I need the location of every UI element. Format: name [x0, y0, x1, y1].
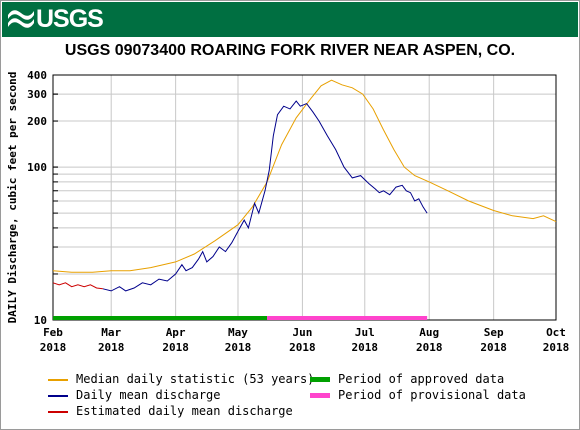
usgs-logo-text: USGS — [36, 5, 104, 33]
x-tick-label-month: May — [228, 326, 248, 339]
x-tick-label-year: 2018 — [480, 341, 507, 354]
approved-period-bar — [53, 316, 268, 320]
estimated-discharge-line — [52, 282, 103, 290]
x-tick-label-month: Sep — [484, 326, 504, 339]
chart-title: USGS 09073400 ROARING FORK RIVER NEAR AS… — [64, 42, 516, 59]
legend-daily-mean: Daily mean discharge — [48, 388, 221, 402]
x-tick-label-year: 2018 — [289, 341, 316, 354]
usgs-banner: USGS — [2, 2, 578, 37]
x-tick-label-year: 2018 — [416, 341, 443, 354]
x-tick-label-year: 2018 — [40, 341, 67, 354]
x-tick-label-year: 2018 — [352, 341, 379, 354]
legend-median-swatch — [48, 378, 68, 381]
legend-daily-mean-swatch — [48, 394, 68, 397]
x-tick-label-year: 2018 — [543, 341, 570, 354]
usgs-logo-icon — [8, 10, 34, 28]
y-tick-label: 200 — [27, 115, 47, 128]
y-tick-label: 300 — [27, 88, 47, 101]
legend-provisional-swatch — [310, 393, 330, 398]
x-tick-label-month: Aug — [419, 326, 439, 339]
median-daily-line — [52, 79, 557, 273]
legend-median-label: Median daily statistic (53 years) — [76, 372, 315, 386]
y-tick-label: 100 — [27, 161, 47, 174]
legend-approved-swatch — [310, 377, 330, 382]
y-tick-label: 10 — [34, 314, 47, 327]
x-tick-label-month: Feb — [43, 326, 63, 339]
x-tick-label-year: 2018 — [98, 341, 125, 354]
x-tick-label-month: Mar — [101, 326, 121, 339]
y-tick-label: 400 — [27, 69, 47, 82]
legend-provisional-label: Period of provisional data — [338, 388, 526, 402]
provisional-period-bar — [267, 316, 428, 320]
legend-daily-mean-label: Daily mean discharge — [76, 388, 221, 402]
plot-border — [52, 74, 557, 321]
x-tick-label-year: 2018 — [162, 341, 189, 354]
legend-estimated-swatch — [48, 410, 68, 413]
legend-approved-label: Period of approved data — [338, 372, 505, 386]
legend-approved: Period of approved data — [310, 372, 504, 386]
legend-estimated-label: Estimated daily mean discharge — [76, 404, 293, 418]
x-tick-label-month: Apr — [166, 326, 186, 339]
legend-median: Median daily statistic (53 years) — [48, 372, 314, 386]
legend-provisional: Period of provisional data — [310, 388, 526, 402]
daily-mean-discharge-line — [102, 100, 428, 292]
legend-estimated: Estimated daily mean discharge — [48, 404, 293, 418]
x-tick-label-month: Jun — [292, 326, 312, 339]
x-tick-label-month: Oct — [546, 326, 566, 339]
x-tick-label-month: Jul — [355, 326, 375, 339]
y-axis-label: DAILY Discharge, cubic feet per second — [6, 72, 19, 324]
x-tick-label-year: 2018 — [225, 341, 252, 354]
